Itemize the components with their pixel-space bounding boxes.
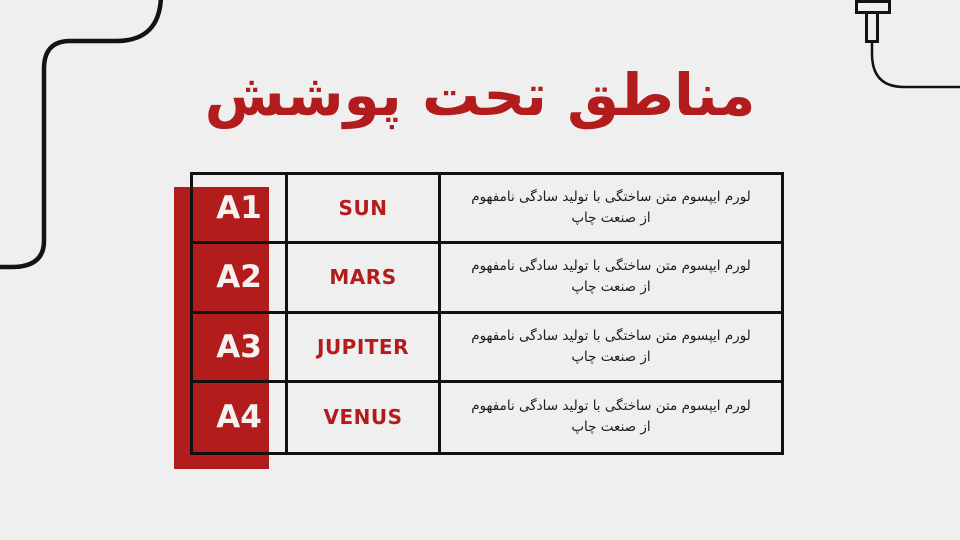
zone-desc-line2: از صنعت چاپ [571, 419, 651, 436]
accent-band [174, 187, 269, 469]
table-row: A3 JUPITER لورم ایپسوم متن ساختگی با تول… [193, 313, 781, 383]
zone-desc-cell: لورم ایپسوم متن ساختگی با تولید سادگی نا… [441, 175, 781, 241]
zone-name-label: JUPITER [317, 334, 409, 359]
zone-desc-line1: لورم ایپسوم متن ساختگی با تولید سادگی نا… [471, 398, 751, 415]
zone-desc-cell: لورم ایپسوم متن ساختگی با تولید سادگی نا… [441, 314, 781, 380]
zone-desc-line1: لورم ایپسوم متن ساختگی با تولید سادگی نا… [471, 327, 751, 344]
zone-name-cell: JUPITER [288, 313, 441, 380]
zone-code-cell: A3 [193, 313, 288, 380]
plug-stem [865, 11, 879, 43]
slide-title: مناطق تحت پوشش [204, 61, 756, 129]
zone-code-cell: A2 [193, 244, 288, 311]
zone-code-label: A3 [216, 328, 262, 365]
zone-code-label: A1 [216, 190, 262, 227]
zone-code-label: A2 [216, 259, 262, 296]
zone-name-cell: MARS [288, 244, 441, 311]
zone-desc-line2: از صنعت چاپ [571, 348, 651, 365]
zone-name-label: MARS [329, 265, 397, 290]
zone-code-cell: A4 [193, 382, 288, 452]
table-row: A1 SUN لورم ایپسوم متن ساختگی با تولید س… [193, 175, 781, 245]
zone-name-cell: SUN [288, 175, 441, 242]
coverage-table: A1 SUN لورم ایپسوم متن ساختگی با تولید س… [190, 172, 784, 455]
zone-desc-line2: از صنعت چاپ [571, 210, 651, 227]
zone-desc-line2: از صنعت چاپ [571, 279, 651, 296]
zone-desc-cell: لورم ایپسوم متن ساختگی با تولید سادگی نا… [441, 383, 781, 452]
zone-desc-cell: لورم ایپسوم متن ساختگی با تولید سادگی نا… [441, 244, 781, 310]
zone-name-label: VENUS [323, 405, 403, 430]
zone-code-label: A4 [216, 399, 262, 436]
zone-desc-line1: لورم ایپسوم متن ساختگی با تولید سادگی نا… [471, 189, 751, 206]
zone-name-cell: VENUS [288, 382, 441, 452]
table-row: A2 MARS لورم ایپسوم متن ساختگی با تولید … [193, 244, 781, 314]
plug-head [855, 0, 891, 14]
zone-desc-line1: لورم ایپسوم متن ساختگی با تولید سادگی نا… [471, 258, 751, 275]
zone-code-cell: A1 [193, 175, 288, 242]
table-row: A4 VENUS لورم ایپسوم متن ساختگی با تولید… [193, 382, 781, 452]
zone-name-label: SUN [338, 196, 388, 221]
